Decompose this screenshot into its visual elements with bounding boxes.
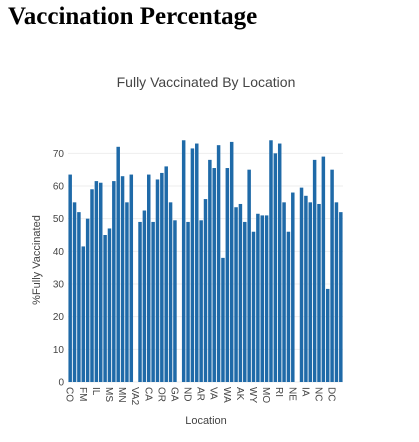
bar: [238, 203, 243, 382]
bar: [85, 218, 90, 382]
bar: [168, 202, 173, 382]
bar: [208, 159, 212, 382]
bar: [181, 140, 186, 382]
bar: [330, 169, 334, 382]
x-tick-label: CA: [142, 387, 153, 401]
bar: [256, 213, 260, 382]
x-tick-label: OR: [155, 387, 166, 402]
bar: [90, 189, 94, 382]
bar: [339, 212, 343, 382]
bar: [173, 220, 177, 382]
y-tick-label: 60: [53, 182, 65, 193]
bar: [321, 156, 326, 382]
bar: [264, 215, 269, 382]
bar: [203, 199, 208, 382]
x-tick-label: VA: [208, 387, 219, 400]
bar: [212, 168, 216, 382]
bar: [334, 202, 339, 382]
bar: [160, 172, 164, 382]
bar: [164, 166, 168, 382]
x-tick-label: IA: [299, 387, 310, 397]
y-tick-label: 20: [53, 312, 65, 323]
bar: [243, 221, 247, 382]
bar: [251, 231, 256, 382]
bar: [225, 168, 230, 382]
bar: [286, 231, 291, 382]
y-tick-label: 50: [53, 214, 65, 225]
bar: [291, 192, 295, 382]
bar: [216, 145, 221, 382]
x-tick-label: MN: [116, 387, 127, 403]
bar: [186, 221, 190, 382]
bar: [247, 169, 251, 382]
x-tick-label: MO: [260, 387, 271, 403]
x-tick-label: MS: [103, 387, 114, 402]
x-tick-label: GA: [168, 387, 179, 402]
y-tick-label: 40: [53, 247, 65, 258]
bar: [120, 176, 125, 382]
bar: [155, 179, 160, 382]
bar: [260, 215, 264, 382]
y-tick-label: 0: [58, 378, 64, 389]
bar: [77, 212, 81, 382]
x-tick-label: RI: [273, 387, 284, 397]
bar: [125, 202, 129, 382]
x-tick-label: AR: [195, 387, 206, 401]
bar: [269, 140, 273, 382]
x-axis-label: Location: [185, 415, 227, 427]
x-tick-label: ND: [182, 387, 193, 401]
y-tick-label: 70: [53, 149, 65, 160]
bar: [151, 221, 155, 382]
bar: [112, 181, 116, 382]
x-tick-label: AK: [234, 387, 245, 401]
bar: [229, 141, 234, 382]
bar: [103, 235, 107, 382]
bar: [68, 174, 72, 382]
x-tick-label: DC: [326, 387, 337, 401]
bar: [98, 182, 103, 382]
bar: [199, 220, 203, 382]
page-title: Vaccination Percentage: [8, 3, 258, 30]
bar: [277, 143, 282, 382]
bar: [234, 207, 238, 382]
bar: [312, 159, 317, 382]
bar: [94, 181, 99, 382]
bar: [190, 148, 195, 382]
bar: [195, 143, 199, 382]
bar: [221, 257, 225, 382]
bar: [142, 210, 147, 382]
chart-title: Fully Vaccinated By Location: [117, 74, 296, 90]
bar: [72, 202, 77, 382]
x-tick-label: WA: [221, 387, 232, 403]
x-tick-label: NC: [312, 387, 323, 401]
bar: [107, 228, 112, 382]
bar: [317, 203, 321, 382]
x-tick-label: CO: [64, 387, 75, 402]
x-tick-label: VA2: [129, 387, 140, 406]
bar: [308, 202, 313, 382]
x-tick-label: WY: [247, 387, 258, 403]
bar: [116, 146, 120, 382]
bar: [81, 246, 86, 382]
y-tick-label: 30: [53, 280, 65, 291]
x-tick-label: IL: [90, 387, 101, 396]
y-axis-label: %Fully Vaccinated: [31, 215, 43, 305]
y-tick-label: 10: [53, 345, 65, 356]
x-tick-label: NE: [286, 387, 297, 401]
bar: [282, 202, 286, 382]
bar: [138, 221, 142, 382]
bar: [299, 187, 304, 382]
bar: [304, 195, 308, 382]
bar: [147, 174, 151, 382]
x-tick-label: FM: [77, 387, 88, 401]
bar: [273, 153, 278, 382]
bar: [129, 174, 134, 382]
bar: [325, 288, 330, 382]
